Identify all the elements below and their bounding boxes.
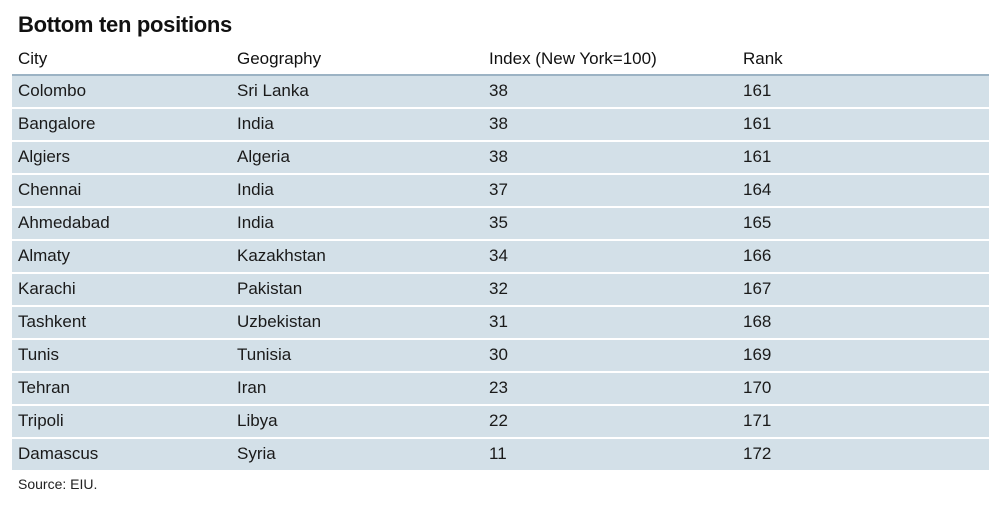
column-header-geography: Geography (237, 49, 322, 68)
table-row: Tripoli Libya 22 171 (12, 406, 989, 439)
table-row: Algiers Algeria 38 161 (12, 142, 989, 175)
table-row: Karachi Pakistan 32 167 (12, 274, 989, 307)
table-header: City Geography Index (New York=100) Rank (12, 44, 989, 76)
cell-rank: 161 (743, 81, 772, 100)
table-row: Colombo Sri Lanka 38 161 (12, 76, 989, 109)
table-row: Damascus Syria 11 172 (12, 439, 989, 472)
cell-index: 35 (489, 213, 508, 232)
cell-geography: India (237, 180, 274, 199)
cell-geography: Libya (237, 411, 278, 430)
cell-city: Tunis (18, 345, 59, 364)
table-row: Bangalore India 38 161 (12, 109, 989, 142)
cell-geography: Algeria (237, 147, 290, 166)
cell-city: Tashkent (18, 312, 87, 331)
table-row: Chennai India 37 164 (12, 175, 989, 208)
cell-rank: 161 (743, 147, 772, 166)
cell-index: 38 (489, 81, 508, 100)
cell-geography: Pakistan (237, 279, 303, 298)
cell-geography: India (237, 114, 274, 133)
cell-city: Algiers (18, 147, 70, 166)
cell-geography: Syria (237, 444, 276, 463)
column-header-index: Index (New York=100) (489, 49, 657, 68)
cell-geography: India (237, 213, 274, 232)
cell-index: 32 (489, 279, 508, 298)
column-header-rank: Rank (743, 49, 783, 68)
cell-rank: 169 (743, 345, 772, 364)
cell-rank: 165 (743, 213, 772, 232)
cell-index: 30 (489, 345, 508, 364)
cell-rank: 170 (743, 378, 772, 397)
table-title: Bottom ten positions (18, 12, 232, 37)
cell-geography: Uzbekistan (237, 312, 322, 331)
cell-rank: 161 (743, 114, 772, 133)
source-note: Source: EIU. (18, 476, 98, 492)
cell-geography: Tunisia (237, 345, 292, 364)
table-row: Tunis Tunisia 30 169 (12, 340, 989, 373)
cell-city: Bangalore (18, 114, 96, 133)
cell-city: Chennai (18, 180, 82, 199)
data-table: City Geography Index (New York=100) Rank… (12, 44, 989, 472)
cell-rank: 166 (743, 246, 772, 265)
cell-city: Tripoli (18, 411, 64, 430)
cell-index: 31 (489, 312, 508, 331)
cell-rank: 167 (743, 279, 772, 298)
cell-rank: 168 (743, 312, 772, 331)
cell-city: Almaty (18, 246, 70, 265)
cell-index: 37 (489, 180, 508, 199)
cell-rank: 172 (743, 444, 772, 463)
cell-city: Tehran (18, 378, 70, 397)
table-row: Tehran Iran 23 170 (12, 373, 989, 406)
cell-index: 22 (489, 411, 508, 430)
cell-city: Ahmedabad (18, 213, 110, 232)
column-header-city: City (18, 49, 48, 68)
cell-city: Colombo (18, 81, 87, 100)
cell-geography: Iran (237, 378, 267, 397)
cell-city: Karachi (18, 279, 76, 298)
cell-index: 23 (489, 378, 508, 397)
cell-geography: Kazakhstan (237, 246, 326, 265)
table-row: Almaty Kazakhstan 34 166 (12, 241, 989, 274)
cell-index: 38 (489, 147, 508, 166)
cell-city: Damascus (18, 444, 99, 463)
cell-index: 38 (489, 114, 508, 133)
table-body: Colombo Sri Lanka 38 161 Bangalore India 38 161… (12, 76, 989, 472)
cell-index: 11 (489, 444, 507, 463)
cell-geography: Sri Lanka (237, 81, 309, 100)
cell-rank: 164 (743, 180, 772, 199)
cell-index: 34 (489, 246, 508, 265)
table-row: Tashkent Uzbekistan 31 168 (12, 307, 989, 340)
cell-rank: 171 (743, 411, 772, 430)
table-row: Ahmedabad India 35 165 (12, 208, 989, 241)
